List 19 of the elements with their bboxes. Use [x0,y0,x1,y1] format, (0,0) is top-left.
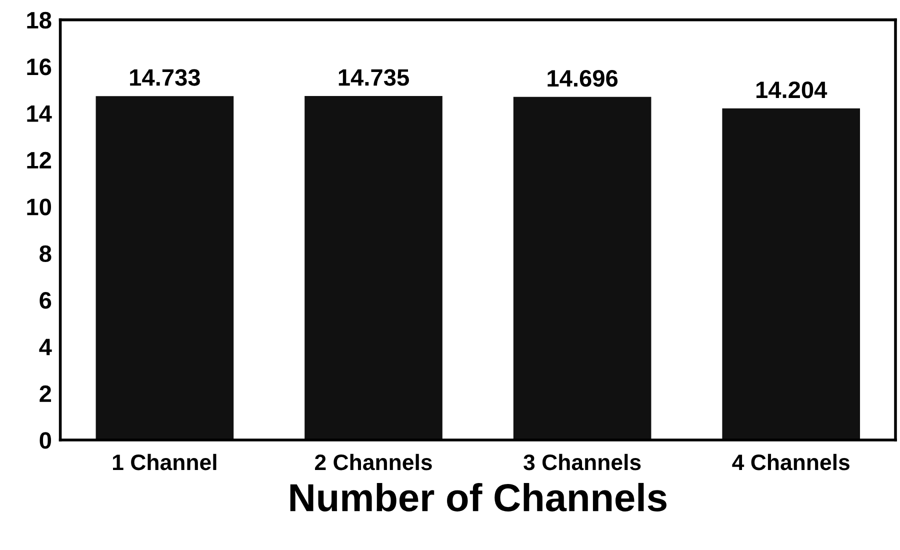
data-label: 14.696 [548,70,618,87]
x-tick-label: 1 Channel [113,454,216,470]
y-tick-label: 16 [27,58,52,76]
y-tick-label: 4 [39,338,52,356]
y-tick-label: 8 [40,245,52,262]
x-axis-title: Number of Channels [290,482,666,512]
y-tick-label: 6 [40,292,52,309]
y-tick-label: 0 [40,432,51,449]
y-tick-label: 10 [27,198,51,216]
y-tick-label: 14 [27,105,52,122]
x-tick-label: 2 Channels [315,454,432,470]
data-label: 14.204 [756,81,828,98]
data-label: 14.733 [130,69,200,86]
y-tick-label: 12 [27,152,52,168]
y-tick-label: 18 [27,12,52,29]
y-tick-label: 2 [40,385,52,402]
data-label: 14.735 [338,69,409,86]
x-tick-label: 4 Channels [732,454,850,470]
x-tick-label: 3 Channels [524,454,641,470]
